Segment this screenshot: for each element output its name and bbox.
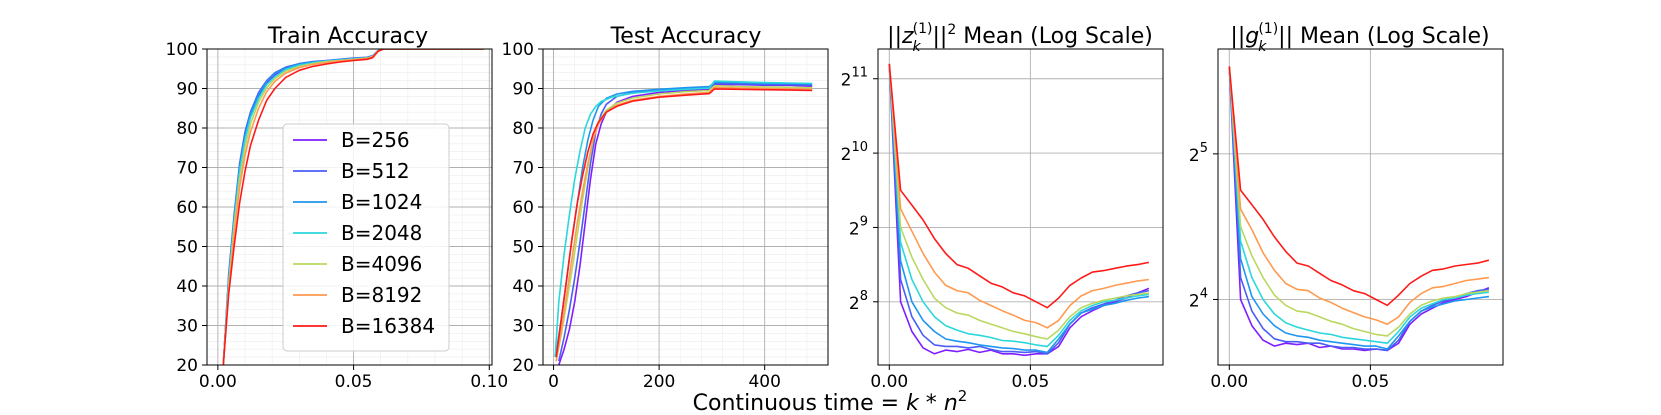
title-3-rest: Mean (Log Scale): [956, 24, 1153, 49]
series-line-B-2048: [888, 63, 1150, 348]
series-line-B-16384: [888, 63, 1150, 309]
series-line-B-1024: [555, 81, 813, 354]
y-tick-label: 30: [176, 317, 198, 337]
x-tick-label: 0.05: [335, 372, 373, 392]
panel-test-accuracy: Test Accuracy 0 200 400 20 30 40 50 60 70 80 90 100: [502, 24, 829, 392]
x-tick-label: 0.05: [1011, 372, 1049, 392]
axes-frame: [1217, 48, 1504, 366]
y-tick-label: 210: [841, 140, 868, 165]
panel-1-title: Train Accuracy: [267, 24, 428, 49]
panel-3-title: ||zk(1)||2 Mean (Log Scale): [887, 21, 1153, 55]
y-tick-label: 20: [176, 356, 198, 376]
series-line-B-512: [558, 82, 813, 362]
title-4-symbol: g: [1245, 24, 1259, 49]
legend-label: B=256: [341, 128, 410, 152]
y-tick-label: 40: [512, 277, 534, 297]
y-tick-label: 80: [512, 119, 534, 139]
panel-z-norm: ||zk(1)||2 Mean (Log Scale) 0.00 0.052829…: [841, 21, 1164, 392]
y-tick-label: 211: [841, 66, 868, 91]
title-3-pow: 2: [947, 22, 956, 38]
panel-2-title: Test Accuracy: [610, 24, 762, 49]
legend-label: B=8192: [341, 283, 422, 307]
title-3-norm-close: ||: [933, 24, 948, 49]
y-tick-label: 28: [849, 289, 868, 314]
x-tick-label: 0.00: [1210, 372, 1248, 392]
series-line-B-4096: [1228, 66, 1490, 337]
x-tick-label: 0.00: [199, 372, 237, 392]
series-line-B-256: [888, 63, 1150, 357]
y-tick-label: 100: [502, 40, 534, 60]
panel-4-title: ||gk(1)|| Mean (Log Scale): [1230, 21, 1489, 55]
series-line-B-16384: [222, 49, 484, 365]
x-tick-label: 0.05: [1351, 372, 1389, 392]
axes-frame: [877, 48, 1164, 366]
series-line-B-2048: [1228, 66, 1489, 345]
y-tick-label: 20: [512, 356, 534, 376]
series-line-B-8192: [888, 63, 1150, 329]
title-4-sub: k: [1258, 39, 1267, 55]
y-tick-label: 70: [512, 159, 534, 179]
series-line-B-1024: [1228, 66, 1489, 350]
title-3-norm-open: ||: [887, 24, 902, 49]
legend-label: B=2048: [341, 221, 422, 245]
series-line-B-4096: [888, 63, 1150, 340]
series-line-B-16384: [1228, 66, 1490, 307]
x-tick-label: 0: [548, 372, 559, 392]
title-3-sup: (1): [913, 21, 933, 37]
y-tick-label: 90: [512, 80, 534, 100]
title-4-sup: (1): [1258, 21, 1278, 37]
title-3-symbol: z: [901, 24, 914, 49]
legend-label: B=4096: [341, 252, 422, 276]
series-line-B-256: [1228, 66, 1490, 352]
legend-label: B=512: [341, 159, 410, 183]
x-tick-label: 0.00: [870, 372, 908, 392]
y-tick-label: 60: [512, 198, 534, 218]
y-tick-label: 40: [176, 277, 198, 297]
y-tick-label: 25: [1189, 141, 1208, 166]
series-line-B-8192: [222, 49, 484, 365]
title-4-norm-close: ||: [1278, 24, 1293, 49]
series-line-B-512: [1228, 66, 1489, 352]
y-tick-label: 24: [1189, 286, 1208, 311]
y-tick-label: 70: [176, 159, 198, 179]
legend-label: B=1024: [341, 190, 422, 214]
legend-label: B=16384: [341, 314, 435, 338]
series-line-B-1024: [888, 63, 1150, 354]
y-tick-label: 50: [512, 238, 534, 258]
x-tick-label: 200: [643, 372, 675, 392]
series-line-B-2048: [554, 80, 813, 358]
y-tick-label: 50: [176, 238, 198, 258]
series-line-B-8192: [1228, 66, 1490, 326]
y-tick-label: 80: [176, 119, 198, 139]
title-4-norm-open: ||: [1230, 24, 1245, 49]
y-tick-label: 30: [512, 317, 534, 337]
y-tick-label: 90: [176, 80, 198, 100]
y-tick-label: 100: [166, 40, 198, 60]
panel-train-accuracy: Train Accuracy 0.00 0.05 0.10 20 30 40 50 60 70 8…: [166, 24, 509, 392]
series-line-B-16384: [555, 88, 813, 358]
title-3-sub: k: [913, 39, 922, 55]
figure-xlabel: Continuous time = k * n2: [693, 387, 968, 415]
title-4-rest: Mean (Log Scale): [1293, 24, 1490, 49]
series-line-B-512: [888, 63, 1150, 355]
x-tick-label: 0.10: [470, 372, 508, 392]
y-tick-label: 29: [849, 214, 868, 239]
y-tick-label: 60: [176, 198, 198, 218]
series-line-B-4096: [555, 84, 813, 362]
x-tick-label: 400: [748, 372, 780, 392]
